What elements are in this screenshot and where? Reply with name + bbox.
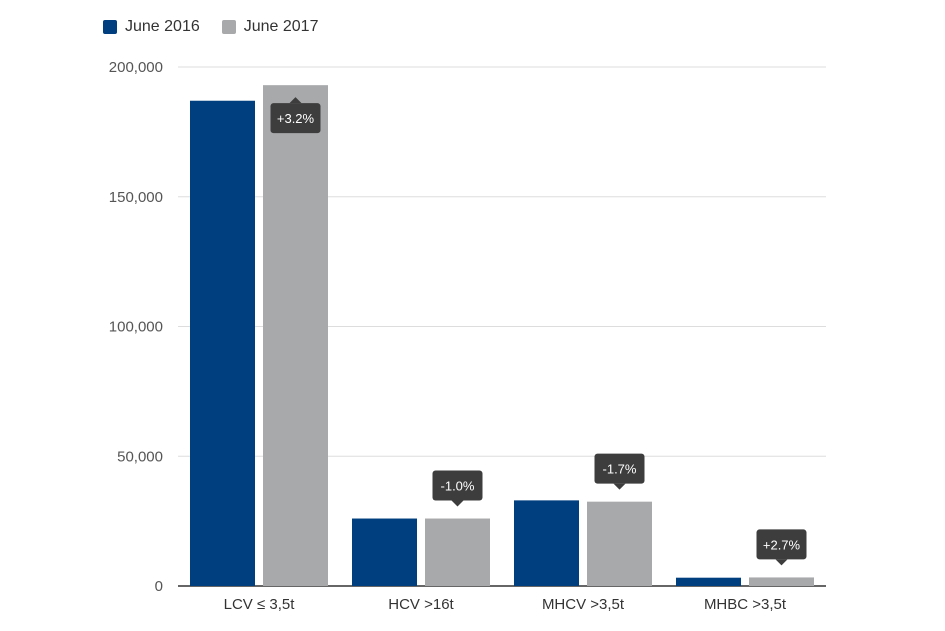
change-callout xyxy=(270,103,321,134)
bar-june-2017[interactable] xyxy=(587,501,652,586)
bar-june-2017[interactable] xyxy=(263,85,328,586)
y-tick-label: 100,000 xyxy=(109,319,163,336)
change-callout xyxy=(432,470,483,501)
legend-swatch-june-2017 xyxy=(221,20,236,34)
legend-label-june-2017: June 2017 xyxy=(243,18,319,35)
bar-june-2016[interactable] xyxy=(190,100,255,587)
change-callout xyxy=(756,529,807,560)
change-label: +2.7% xyxy=(763,537,801,552)
bar-june-2017[interactable] xyxy=(749,577,814,586)
bar-june-2017[interactable] xyxy=(425,518,490,586)
legend-swatch-june-2016 xyxy=(103,20,117,34)
x-tick-label: LCV ≤ 3,5t xyxy=(224,596,296,613)
x-tick-label: HCV >16t xyxy=(388,596,454,613)
y-tick-label: 150,000 xyxy=(109,189,163,206)
x-tick-label: MHCV >3,5t xyxy=(542,596,625,613)
y-tick-label: 50,000 xyxy=(117,448,163,465)
bar-june-2016[interactable] xyxy=(352,518,417,586)
callout-pointer xyxy=(451,500,464,507)
callout-pointer xyxy=(775,559,788,566)
callout-pointer xyxy=(613,483,626,490)
change-callout xyxy=(594,453,645,484)
change-label: -1.0% xyxy=(441,479,475,494)
bar-june-2016[interactable] xyxy=(514,500,579,586)
bar-june-2016[interactable] xyxy=(676,577,741,586)
callout-pointer xyxy=(289,97,302,104)
x-tick-label: MHBC >3,5t xyxy=(704,596,787,613)
legend-label-june-2016: June 2016 xyxy=(125,18,200,35)
y-tick-label: 0 xyxy=(155,578,163,595)
y-tick-label: 200,000 xyxy=(109,59,163,76)
change-label: -1.7% xyxy=(603,462,637,477)
chart-legend: June 2016 June 2017 xyxy=(103,18,318,36)
change-label: +3.2% xyxy=(277,111,315,126)
legend-item-june-2017[interactable]: June 2017 xyxy=(221,18,319,36)
legend-item-june-2016[interactable]: June 2016 xyxy=(103,18,200,36)
